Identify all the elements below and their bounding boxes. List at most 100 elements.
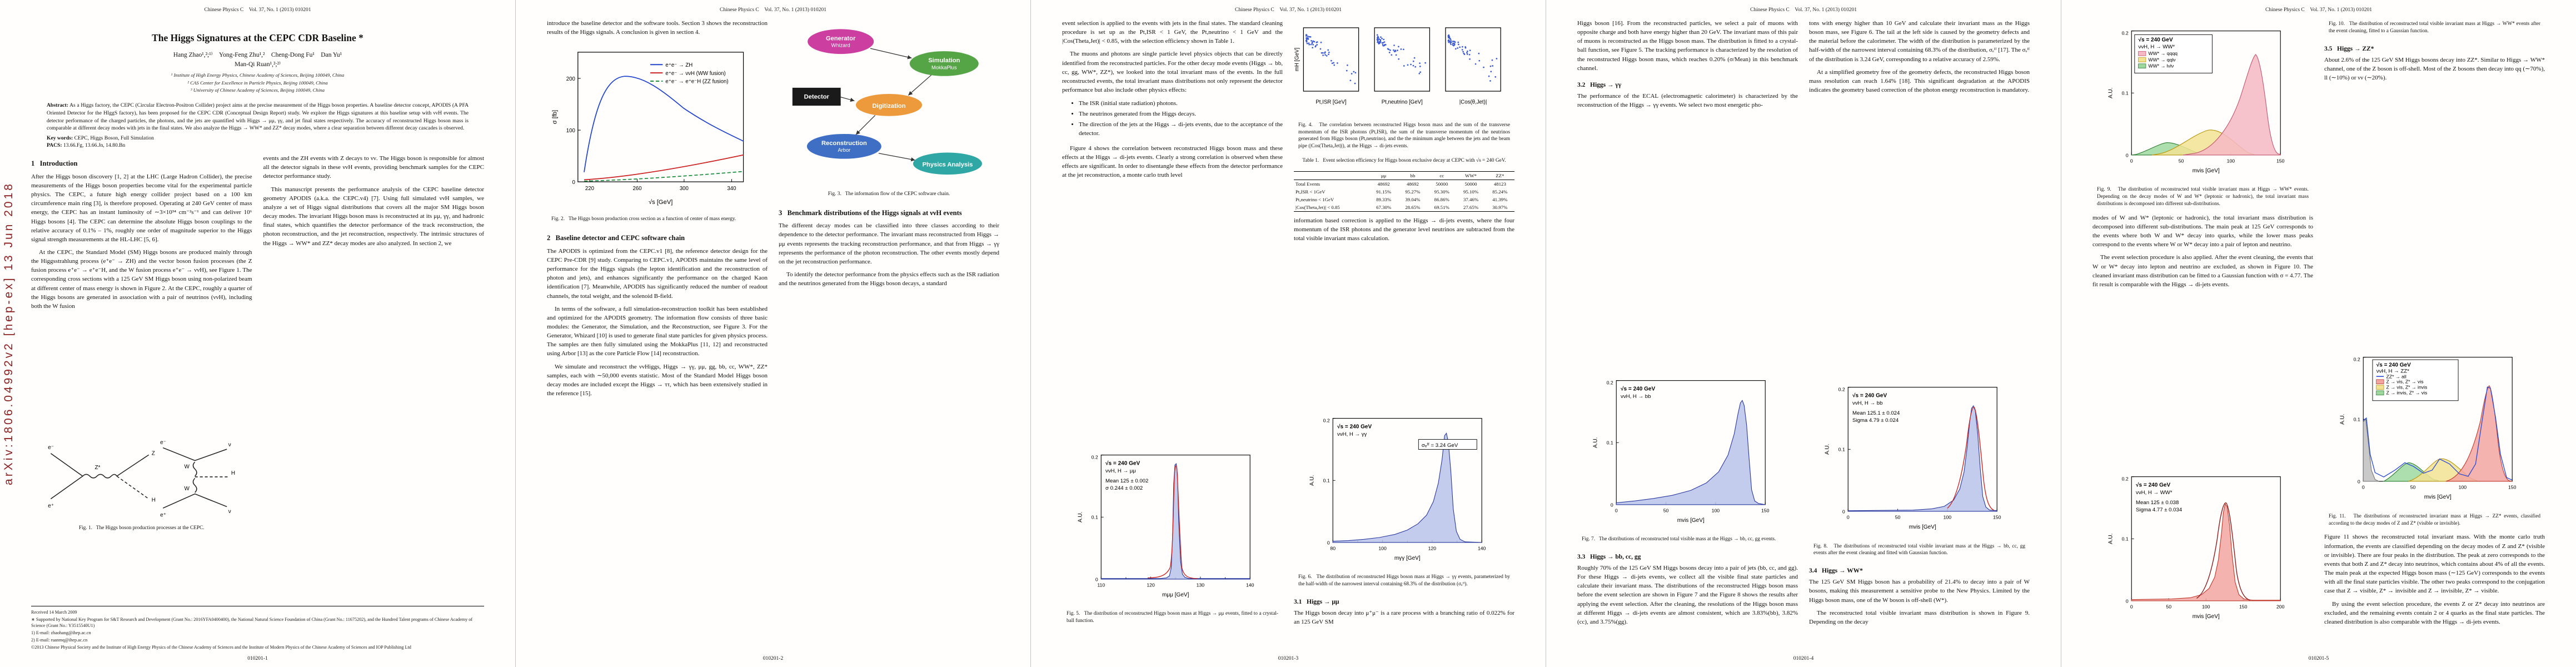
tick-label: 130 bbox=[1196, 582, 1204, 588]
list-item: The ISR (initial state radiation) photon… bbox=[1079, 99, 1283, 108]
tick-label: 150 bbox=[2239, 604, 2248, 609]
tick-label: 100 bbox=[2226, 158, 2235, 163]
paragraph: The Higgs boson decay into μ⁺μ⁻ is a rar… bbox=[1294, 609, 1514, 625]
section-3-heading: 3 Benchmark distributions of the Higgs s… bbox=[779, 208, 962, 217]
tick-label: 100 bbox=[1711, 507, 1720, 513]
paragraph: The muons and photons are single particl… bbox=[1062, 51, 1283, 94]
authors-line-2: Man-Qi Ruan¹,²;²⁾ bbox=[235, 61, 281, 68]
legend-entry: WW* → qqqq bbox=[2148, 51, 2178, 56]
tick-label: 0 bbox=[1611, 502, 1613, 507]
fig8-stats: √s = 240 GeV ννH, H → bb Mean 125.1 ± 0.… bbox=[1852, 393, 1900, 424]
fig8-y-axis-label: A.U. bbox=[1824, 444, 1830, 455]
tick-label: 0.2 bbox=[1606, 380, 1613, 385]
page5-left-column: √s = 240 GeV ννH, H → WW* WW* → qqqq WW*… bbox=[2092, 19, 2313, 630]
stat-line: √s = 240 GeV bbox=[1337, 424, 1372, 430]
arxiv-watermark: arXiv:1806.04992v2 [hep-ex] 13 Jun 2018 bbox=[2, 182, 15, 485]
paragraph: By using the event selection procedure, … bbox=[2324, 600, 2545, 625]
fig6-sigma-eff-label: σₑᶠᶠ = 3.24 GeV bbox=[1422, 442, 1458, 449]
stat-line: ννH, H → μμ bbox=[1105, 468, 1136, 474]
keywords-text: CEPC, Higgs Boson, Full Simulation bbox=[74, 135, 154, 142]
tick-label: 0.1 bbox=[1838, 447, 1845, 452]
paper-title: The Higgs Signatures at the CEPC CDR Bas… bbox=[152, 32, 363, 43]
section-3-4-heading: 3.4 Higgs → WW* bbox=[1809, 568, 1863, 575]
fig6-caption: Fig. 6. The distribution of reconstructe… bbox=[1298, 574, 1510, 587]
fig1-label: ν bbox=[228, 509, 231, 515]
paragraph: Figure 4 shows the correlation between r… bbox=[1062, 145, 1283, 179]
tick-label: 0 bbox=[2362, 485, 2365, 490]
fig4-x-label: |Cos(θ,Jet)| bbox=[1459, 99, 1487, 105]
fig6-gammagamma-histogram: √s = 240 GeV ννH, H → γγ σₑᶠᶠ = 3.24 GeV… bbox=[1309, 417, 1486, 561]
node-label: Digitization bbox=[872, 103, 905, 109]
tick-label: 140 bbox=[1246, 582, 1254, 588]
fig4-y-axis-label: mH [GeV] bbox=[1294, 48, 1301, 71]
stat-line: √s = 240 GeV bbox=[1621, 386, 1655, 392]
affiliation-3: ³ University of Chinese Academy of Scien… bbox=[190, 87, 325, 93]
intro-paragraph-4: This manuscript presents the performance… bbox=[263, 186, 485, 247]
fig1-label: W bbox=[184, 486, 190, 492]
table-cell: Total Events bbox=[1296, 181, 1321, 187]
tick-label: 220 bbox=[585, 186, 594, 192]
page1-right-column: events and the ZH events with Z decays t… bbox=[263, 154, 485, 537]
fig3-software-flow-diagram: Generator Whizard Simulation MokkaPlus D… bbox=[792, 29, 982, 175]
physics-effects-list: The ISR (initial state radiation) photon… bbox=[1062, 99, 1283, 140]
fig9-x-axis-label: mvis [GeV] bbox=[2193, 168, 2220, 174]
copyright-line: ©2013 Chinese Physical Society and the I… bbox=[31, 645, 411, 650]
table-cell: 95.10% bbox=[1463, 188, 1479, 195]
tick-label: 150 bbox=[2276, 158, 2285, 163]
fig4-x-label: Pt,neutrino [GeV] bbox=[1382, 99, 1423, 105]
abstract: Abstract: As a Higgs factory, the CEPC (… bbox=[47, 102, 469, 132]
stat-line: ννH, H → γγ bbox=[1337, 431, 1367, 437]
tick-label: 0 bbox=[1327, 540, 1330, 545]
tick-label: 100 bbox=[566, 128, 575, 134]
node-label: Detector bbox=[804, 94, 830, 101]
fig4-caption: Fig. 4. The correlation between reconstr… bbox=[1298, 122, 1510, 150]
tick-label: 0.1 bbox=[1091, 515, 1098, 520]
fig1-label: e⁻ bbox=[48, 445, 54, 451]
fig3-caption: Fig. 3. The information flow of the CEPC… bbox=[828, 191, 950, 197]
node-sublabel: Arbor bbox=[838, 147, 850, 153]
fig7-x-axis-label: mvis [GeV] bbox=[1677, 517, 1705, 524]
table-cell: 69.51% bbox=[1434, 204, 1449, 210]
fig1-label: H bbox=[231, 470, 235, 476]
legend-header: √s = 240 GeV bbox=[2138, 37, 2173, 43]
page3-right-column: Pt,ISR [GeV] Pt,neutrino [GeV] |Cos(θ,Je… bbox=[1294, 19, 1514, 630]
paragraph: The 125 GeV SM Higgs boson has a probabi… bbox=[1809, 579, 2030, 604]
table-row: Pt,neutrino < 1GeV 89.33% 39.04% 86.86% … bbox=[1294, 196, 1514, 203]
legend-entry: Z → vis, Z* → invis bbox=[2386, 385, 2428, 390]
tick-label: 50 bbox=[2410, 485, 2416, 490]
stat-line: √s = 240 GeV bbox=[2136, 482, 2170, 488]
table-row: Total Events 48692 48692 50000 50000 481… bbox=[1294, 180, 1514, 188]
table-cell: 50000 bbox=[1436, 181, 1448, 187]
fig5-y-axis-label: A.U. bbox=[1077, 512, 1083, 523]
node-label: Simulation bbox=[928, 57, 960, 64]
journal-header: Chinese Physics C Vol. 37, No. 1 (2013) … bbox=[204, 7, 311, 13]
tick-label: 0 bbox=[2126, 598, 2129, 604]
journal-header: Chinese Physics C Vol. 37, No. 1 (2013) … bbox=[720, 7, 826, 13]
fig1-label: Z bbox=[152, 450, 155, 456]
simulation-node bbox=[909, 51, 979, 76]
paragraph: Higgs boson [16]. From the reconstructed… bbox=[1577, 20, 1798, 72]
journal-header: Chinese Physics C Vol. 37, No. 1 (2013) … bbox=[2265, 7, 2372, 13]
fig4-correlation-plots: Pt,ISR [GeV] Pt,neutrino [GeV] |Cos(θ,Je… bbox=[1294, 27, 1501, 105]
digitization-node bbox=[855, 94, 923, 116]
table-cell: 27.65% bbox=[1463, 204, 1479, 210]
fig7-dijet-histogram: √s = 240 GeV ννH, H → bb 0 50 100 150 0 … bbox=[1592, 380, 1769, 524]
journal-header: Chinese Physics C Vol. 37, No. 1 (2013) … bbox=[1750, 7, 1857, 13]
node-label: Physics Analysis bbox=[923, 161, 973, 168]
fig6-y-axis-label: A.U. bbox=[1309, 475, 1315, 486]
affiliations: ¹ Institute of High Energy Physics, Chin… bbox=[31, 72, 484, 94]
stat-line: Mean 125 ± 0.038 bbox=[2136, 499, 2179, 505]
legend-entry: e⁺e⁻ → ννH (WW fusion) bbox=[665, 71, 725, 77]
page-3: Chinese Physics C Vol. 37, No. 1 (2013) … bbox=[1030, 0, 1546, 667]
page-number: 010201-3 bbox=[1278, 656, 1299, 661]
page3-left-column: event selection is applied to the events… bbox=[1062, 19, 1283, 630]
page-number: 010201-1 bbox=[247, 656, 268, 661]
page4-left-column: Higgs boson [16]. From the reconstructed… bbox=[1577, 19, 1798, 630]
table-cell: bb bbox=[1410, 172, 1416, 178]
tick-label: 100 bbox=[2202, 604, 2210, 609]
fig1-label: e⁻ bbox=[160, 440, 166, 446]
table-cell: 48692 bbox=[1406, 181, 1419, 187]
section-3-1-heading: 3.1 Higgs → μμ bbox=[1294, 598, 1339, 605]
paragraph: At a simplified geometry free of the geo… bbox=[1809, 68, 2030, 94]
legend-entry: e⁺e⁻ → e⁺e⁻H (ZZ fusion) bbox=[665, 79, 728, 85]
